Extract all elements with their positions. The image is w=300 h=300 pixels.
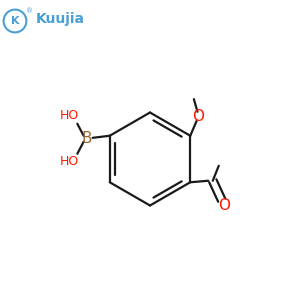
Text: O: O <box>218 198 230 213</box>
Text: HO: HO <box>60 155 79 168</box>
Text: HO: HO <box>60 109 79 122</box>
Text: B: B <box>82 131 92 146</box>
Text: ®: ® <box>26 8 33 14</box>
Text: O: O <box>192 109 204 124</box>
Text: Kuujia: Kuujia <box>36 13 85 26</box>
Text: K: K <box>11 16 19 26</box>
